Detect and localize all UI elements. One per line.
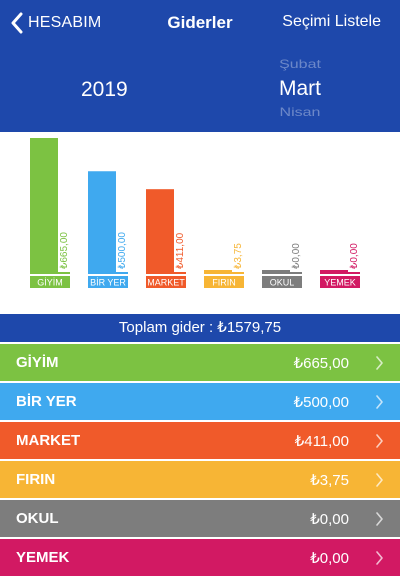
- category-row-giyim[interactable]: GİYİM ₺665,00: [0, 344, 400, 381]
- bar-baseline-bir-yer: [88, 272, 128, 274]
- data-label-yemek: ₺0,00: [349, 243, 360, 269]
- category-label: YEMEK: [16, 549, 70, 566]
- tick-label-giyim: GİYİM: [37, 278, 63, 288]
- category-row-firin[interactable]: FIRIN ₺3,75: [0, 461, 400, 498]
- chevron-right-icon: [376, 512, 383, 526]
- data-label-okul: ₺0,00: [291, 243, 302, 269]
- category-amount: ₺0,00: [310, 511, 349, 528]
- chevron-right-icon: [376, 356, 383, 370]
- month-wheel[interactable]: Şubat Mart Nisan: [250, 46, 350, 132]
- data-label-firin: ₺3,75: [233, 243, 244, 269]
- tick-label-firin: FIRIN: [212, 278, 236, 288]
- year-wheel[interactable]: 2019: [81, 78, 128, 101]
- category-tag-market: [146, 276, 186, 288]
- category-row-yemek[interactable]: YEMEK ₺0,00: [0, 539, 400, 576]
- chevron-right-icon: [376, 395, 383, 409]
- bar-okul: [262, 270, 290, 272]
- category-amount: ₺411,00: [294, 433, 349, 450]
- category-label: OKUL: [16, 510, 59, 527]
- chevron-left-icon: [11, 12, 23, 34]
- data-label-market: ₺411,00: [175, 232, 186, 269]
- category-row-bir-yer[interactable]: BİR YER ₺500,00: [0, 383, 400, 420]
- category-tag-okul: [262, 276, 302, 288]
- nav-bar: HESABIM Giderler Seçimi Listele: [0, 0, 400, 46]
- bar-chart: ₺665,00 GİYİM ₺500,00 BİR YER ₺411,00 MARKET ₺…: [30, 138, 360, 288]
- bar-yemek: [320, 270, 348, 272]
- category-list: GİYİM ₺665,00 BİR YER ₺500,00 MARKET ₺411,00 F…: [0, 344, 400, 578]
- category-amount: ₺0,00: [310, 550, 349, 567]
- month-next[interactable]: Nisan: [279, 106, 321, 119]
- tick-label-okul: OKUL: [270, 278, 295, 288]
- expense-chart: ₺665,00 GİYİM ₺500,00 BİR YER ₺411,00 MARKET ₺…: [0, 132, 400, 310]
- bar-baseline-giyim: [30, 272, 70, 274]
- category-tag-bir-yer: [88, 276, 128, 288]
- category-label: GİYİM: [16, 354, 59, 371]
- bar-baseline-market: [146, 272, 186, 274]
- category-amount: ₺500,00: [293, 394, 349, 411]
- category-tag-giyim: [30, 276, 70, 288]
- category-amount: ₺3,75: [310, 472, 349, 489]
- category-amount: ₺665,00: [293, 355, 349, 372]
- category-label: MARKET: [16, 432, 81, 449]
- total-expense: Toplam gider : ₺1579,75: [0, 314, 400, 342]
- tick-label-yemek: YEMEK: [324, 278, 356, 288]
- bar-bir-yer: [88, 171, 116, 272]
- data-label-bir-yer: ₺500,00: [117, 232, 128, 269]
- tick-label-bir-yer: BİR YER: [90, 278, 126, 288]
- month-current[interactable]: Mart: [279, 77, 321, 100]
- chevron-right-icon: [376, 473, 383, 487]
- category-label: FIRIN: [16, 471, 56, 488]
- category-row-market[interactable]: MARKET ₺411,00: [0, 422, 400, 459]
- bar-giyim: [30, 138, 58, 272]
- bar-baseline-okul: [262, 272, 302, 274]
- chevron-right-icon: [376, 434, 383, 448]
- back-button-label: HESABIM: [28, 14, 102, 31]
- category-label: BİR YER: [16, 393, 77, 410]
- category-tag-firin: [204, 276, 244, 288]
- date-picker[interactable]: 2019 Şubat Mart Nisan: [0, 46, 400, 132]
- bar-baseline-yemek: [320, 272, 360, 274]
- bar-firin: [204, 270, 232, 272]
- category-row-okul[interactable]: OKUL ₺0,00: [0, 500, 400, 537]
- chevron-right-icon: [376, 551, 383, 565]
- back-button[interactable]: HESABIM: [10, 11, 101, 35]
- bar-market: [146, 189, 174, 272]
- bar-baseline-firin: [204, 272, 244, 274]
- tick-label-market: MARKET: [147, 278, 185, 288]
- category-tag-yemek: [320, 276, 360, 288]
- list-selection-button[interactable]: Seçimi Listele: [282, 13, 381, 30]
- month-prev[interactable]: Şubat: [279, 58, 321, 71]
- data-label-giyim: ₺665,00: [59, 232, 70, 269]
